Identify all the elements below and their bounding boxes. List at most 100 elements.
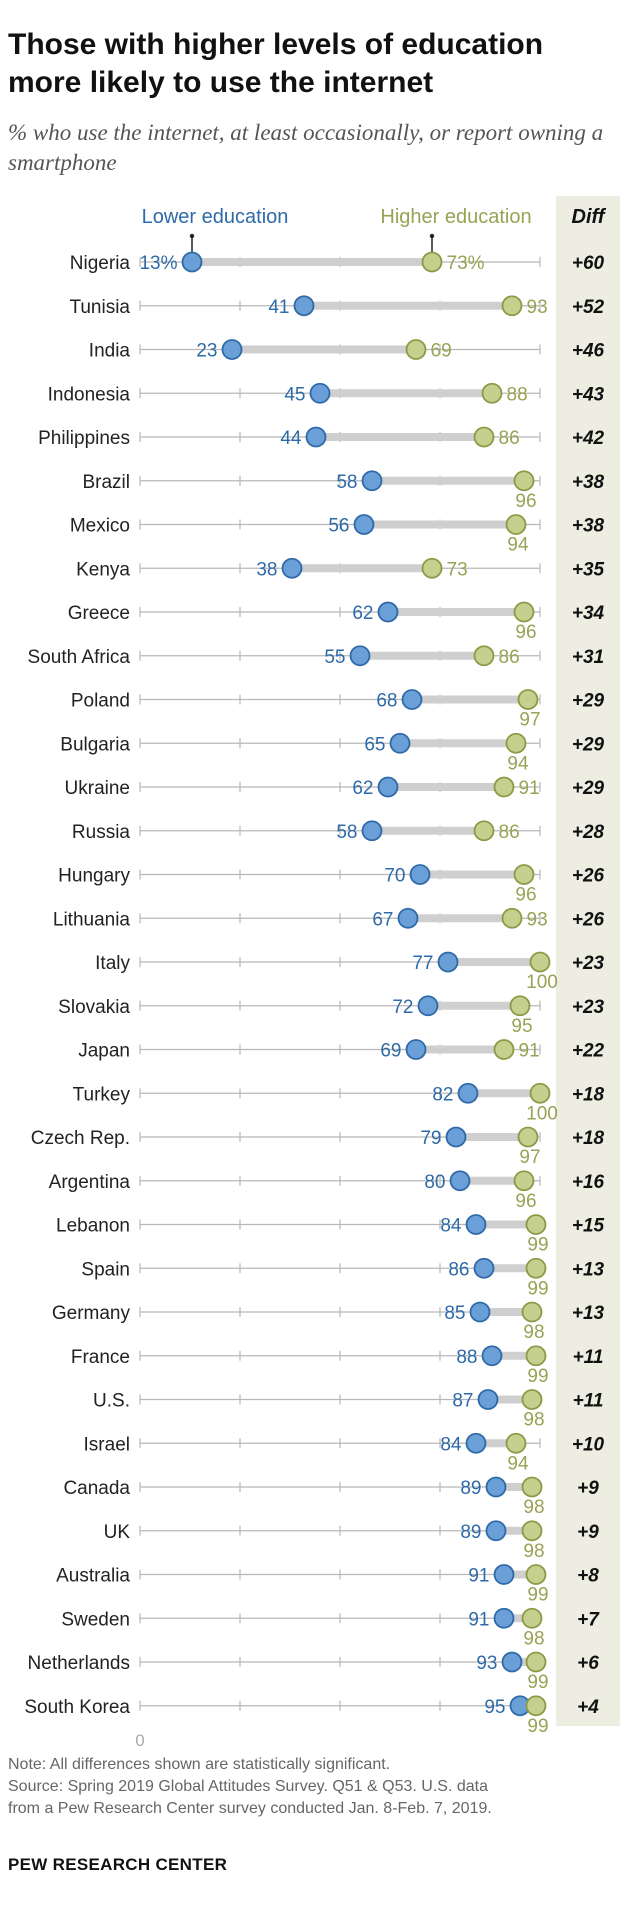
country-label: Turkey — [73, 1084, 131, 1105]
diff-value: +29 — [572, 734, 605, 755]
higher-education-point — [501, 907, 523, 929]
legend-lower-education: Lower education — [142, 206, 289, 228]
country-label: Czech Rep. — [31, 1128, 130, 1149]
higher-education-point — [473, 426, 495, 448]
diff-value: +38 — [572, 472, 605, 493]
lower-education-value: 44 — [280, 428, 302, 449]
diff-value: +7 — [577, 1609, 600, 1630]
country-label: Germany — [52, 1303, 131, 1324]
lower-education-point — [437, 951, 459, 973]
higher-education-point — [525, 1214, 547, 1235]
diff-value: +15 — [572, 1216, 605, 1237]
legend-leader-lower-dot — [189, 233, 195, 239]
lower-education-point — [281, 557, 303, 579]
country-label: Argentina — [49, 1172, 131, 1193]
source-line-1: Source: Spring 2019 Global Attitudes Sur… — [8, 1778, 488, 1795]
higher-education-point — [525, 1345, 547, 1367]
lower-education-point — [493, 1564, 515, 1585]
lower-education-value: 38 — [256, 559, 277, 580]
higher-education-value: 96 — [515, 1191, 536, 1212]
diff-value: +22 — [572, 1041, 605, 1062]
country-label: Kenya — [76, 559, 130, 580]
lower-education-point — [305, 426, 327, 448]
country-label: Lithuania — [53, 909, 131, 930]
lower-education-value: 80 — [424, 1172, 445, 1193]
higher-education-value: 69 — [431, 341, 452, 362]
lower-education-point — [457, 1082, 479, 1104]
country-label: Israel — [84, 1434, 130, 1455]
lower-education-point — [361, 470, 383, 492]
lower-education-value: 23 — [196, 341, 217, 362]
higher-education-value: 100 — [526, 1103, 558, 1124]
lower-education-value: 84 — [440, 1434, 462, 1455]
chart-notes: Note: All differences shown are statisti… — [8, 1754, 618, 1820]
higher-education-point — [529, 951, 551, 973]
higher-education-value: 99 — [527, 1278, 548, 1299]
country-label: Hungary — [58, 866, 130, 887]
diff-value: +28 — [572, 822, 605, 843]
lower-education-point — [293, 295, 315, 317]
higher-education-value: 95 — [511, 1016, 532, 1037]
higher-education-value: 100 — [526, 972, 558, 993]
lower-education-point — [181, 251, 203, 273]
lower-education-value: 56 — [328, 516, 349, 537]
higher-education-point — [505, 732, 527, 754]
higher-education-value: 99 — [527, 1672, 548, 1693]
source-line-2: from a Pew Research Center survey conduc… — [8, 1800, 492, 1817]
lower-education-value: 85 — [444, 1303, 465, 1324]
higher-education-point — [525, 1695, 547, 1717]
lower-education-value: 72 — [392, 997, 413, 1018]
higher-education-point — [509, 995, 531, 1017]
higher-education-value: 88 — [507, 384, 528, 405]
higher-education-point — [505, 1432, 527, 1454]
lower-education-value: 95 — [484, 1697, 505, 1718]
higher-education-point — [405, 339, 427, 360]
higher-education-point — [513, 601, 535, 623]
diff-value: +9 — [577, 1522, 599, 1543]
country-label: Lebanon — [56, 1216, 130, 1237]
lower-education-value: 62 — [352, 778, 373, 799]
country-label: Australia — [56, 1566, 130, 1587]
higher-education-point — [513, 1170, 535, 1192]
country-label: France — [71, 1347, 130, 1368]
country-label: Ukraine — [65, 778, 130, 799]
lower-education-value: 58 — [336, 822, 357, 843]
higher-education-point — [421, 557, 443, 579]
diff-value: +11 — [573, 1347, 604, 1368]
higher-education-value: 73 — [447, 559, 468, 580]
country-label: Spain — [81, 1259, 130, 1280]
axis-zero-label: 0 — [135, 1731, 144, 1750]
higher-education-point — [517, 689, 539, 710]
diff-value: +11 — [573, 1391, 604, 1412]
higher-education-point — [481, 382, 503, 404]
diff-value: +23 — [572, 953, 605, 974]
country-label: Bulgaria — [60, 734, 130, 755]
diff-value: +18 — [572, 1128, 605, 1149]
higher-education-value: 96 — [515, 885, 536, 906]
country-label: U.S. — [93, 1391, 130, 1412]
note-text: Note: All differences shown are statisti… — [8, 1756, 391, 1773]
lower-education-value: 55 — [324, 647, 345, 668]
higher-education-point — [525, 1651, 547, 1673]
diff-value: +16 — [572, 1172, 605, 1193]
lower-education-point — [361, 820, 383, 842]
higher-education-point — [517, 1126, 539, 1148]
higher-education-point — [501, 295, 523, 317]
lower-education-value: 91 — [468, 1566, 489, 1587]
higher-education-value: 91 — [519, 1041, 540, 1062]
lower-education-point — [481, 1345, 503, 1367]
lower-education-point — [401, 689, 423, 710]
higher-education-point — [521, 1607, 543, 1629]
lower-education-value: 89 — [460, 1478, 481, 1499]
diff-value: +46 — [572, 341, 605, 362]
dot-plot-chart: Lower education Higher education Diff Niger… — [24, 196, 620, 1750]
legend-diff-header: Diff — [572, 206, 607, 228]
higher-education-value: 93 — [527, 297, 548, 318]
chart-title: Those with higher levels of education mo… — [8, 28, 544, 99]
country-label: South Africa — [28, 647, 131, 668]
lower-education-value: 86 — [448, 1259, 469, 1280]
country-label: Tunisia — [69, 297, 130, 318]
diff-value: +8 — [577, 1566, 599, 1587]
footer-brand: PEW RESEARCH CENTER — [8, 1855, 228, 1874]
higher-education-value: 96 — [515, 491, 536, 512]
